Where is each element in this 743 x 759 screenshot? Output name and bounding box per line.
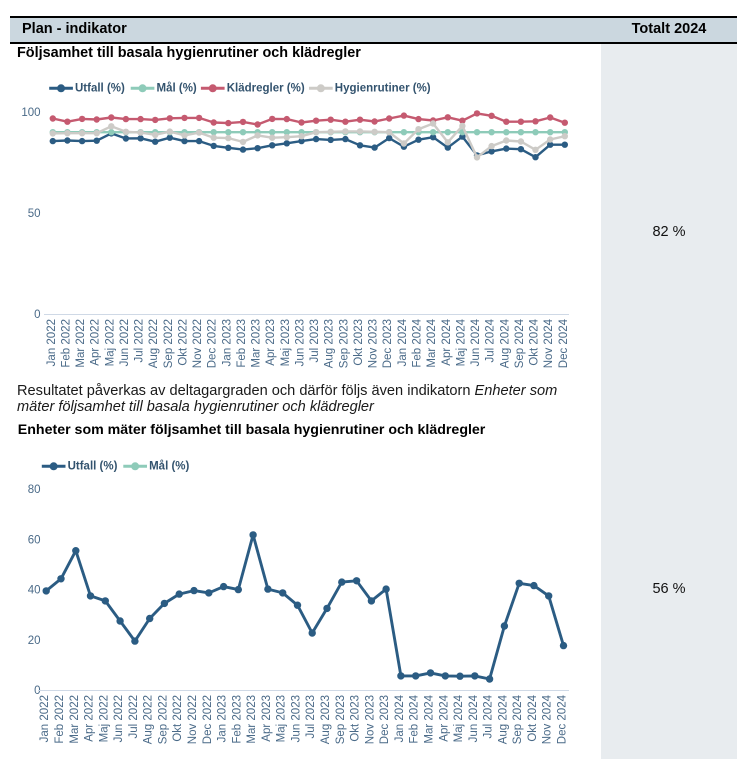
svg-text:Okt 2022: Okt 2022 xyxy=(178,319,190,366)
svg-text:Dec 2024: Dec 2024 xyxy=(557,694,569,744)
svg-text:Jan 2022: Jan 2022 xyxy=(39,695,51,742)
svg-text:Jan 2024: Jan 2024 xyxy=(397,318,409,366)
svg-text:Jun 2022: Jun 2022 xyxy=(119,319,131,366)
svg-text:Dec 2024: Dec 2024 xyxy=(558,318,570,368)
svg-text:Apr 2023: Apr 2023 xyxy=(265,319,277,366)
svg-text:80: 80 xyxy=(28,484,41,496)
svg-text:Mar 2024: Mar 2024 xyxy=(426,318,438,367)
svg-text:Utfall (%): Utfall (%) xyxy=(75,83,125,95)
svg-text:Sep 2024: Sep 2024 xyxy=(514,318,526,368)
svg-text:Okt 2023: Okt 2023 xyxy=(353,319,365,366)
svg-text:Nov 2023: Nov 2023 xyxy=(364,695,376,744)
svg-text:Jul 2023: Jul 2023 xyxy=(305,695,317,738)
svg-text:Sep 2023: Sep 2023 xyxy=(335,695,347,744)
svg-text:Sep 2022: Sep 2022 xyxy=(157,695,169,744)
svg-text:Maj 2022: Maj 2022 xyxy=(104,319,116,366)
svg-text:Mar 2024: Mar 2024 xyxy=(424,694,436,743)
svg-text:Dec 2023: Dec 2023 xyxy=(379,695,391,744)
svg-text:Okt 2024: Okt 2024 xyxy=(527,694,539,741)
svg-text:Jun 2022: Jun 2022 xyxy=(113,695,125,742)
svg-text:Klädregler (%): Klädregler (%) xyxy=(227,83,305,95)
svg-text:0: 0 xyxy=(34,685,40,697)
svg-text:Mål (%): Mål (%) xyxy=(149,461,189,473)
svg-text:Nov 2022: Nov 2022 xyxy=(187,695,199,744)
svg-text:Dec 2023: Dec 2023 xyxy=(382,319,394,368)
svg-text:Maj 2023: Maj 2023 xyxy=(280,319,292,366)
svg-text:0: 0 xyxy=(34,309,40,321)
svg-text:Sep 2022: Sep 2022 xyxy=(163,319,175,368)
svg-text:Aug 2022: Aug 2022 xyxy=(148,319,160,368)
svg-text:Mål (%): Mål (%) xyxy=(157,83,197,95)
svg-text:Mar 2023: Mar 2023 xyxy=(251,319,263,368)
svg-text:Sep 2023: Sep 2023 xyxy=(338,319,350,368)
svg-text:Sep 2024: Sep 2024 xyxy=(512,694,524,744)
svg-text:Feb 2023: Feb 2023 xyxy=(236,319,248,368)
svg-text:Okt 2024: Okt 2024 xyxy=(529,318,541,365)
svg-text:Feb 2022: Feb 2022 xyxy=(54,695,66,744)
svg-text:Jan 2023: Jan 2023 xyxy=(221,319,233,366)
svg-text:Maj 2023: Maj 2023 xyxy=(276,695,288,742)
svg-text:Apr 2024: Apr 2024 xyxy=(441,318,453,365)
svg-text:Jan 2022: Jan 2022 xyxy=(46,319,58,366)
svg-text:Jan 2024: Jan 2024 xyxy=(394,694,406,742)
svg-text:Feb 2024: Feb 2024 xyxy=(412,318,424,367)
svg-text:Apr 2023: Apr 2023 xyxy=(261,695,273,742)
svg-text:Nov 2023: Nov 2023 xyxy=(368,319,380,368)
svg-text:50: 50 xyxy=(28,208,41,220)
svg-text:Feb 2022: Feb 2022 xyxy=(60,319,72,368)
svg-text:Nov 2024: Nov 2024 xyxy=(543,318,555,368)
svg-text:Jul 2024: Jul 2024 xyxy=(485,318,497,362)
svg-text:Jun 2023: Jun 2023 xyxy=(295,319,307,366)
svg-text:Mar 2022: Mar 2022 xyxy=(75,319,87,368)
svg-text:60: 60 xyxy=(28,534,41,546)
svg-text:Hygienrutiner (%): Hygienrutiner (%) xyxy=(335,83,431,95)
svg-text:Aug 2024: Aug 2024 xyxy=(499,318,511,368)
svg-text:Dec 2022: Dec 2022 xyxy=(207,319,219,368)
svg-text:100: 100 xyxy=(21,107,40,119)
svg-text:40: 40 xyxy=(28,585,41,597)
svg-text:Jul 2022: Jul 2022 xyxy=(128,695,140,738)
svg-text:Apr 2022: Apr 2022 xyxy=(84,695,96,742)
svg-text:Nov 2024: Nov 2024 xyxy=(542,694,554,744)
svg-text:Dec 2022: Dec 2022 xyxy=(202,695,214,744)
svg-text:Jun 2023: Jun 2023 xyxy=(291,695,303,742)
svg-text:Okt 2022: Okt 2022 xyxy=(172,695,184,742)
svg-text:Jul 2023: Jul 2023 xyxy=(309,319,321,362)
svg-text:Apr 2024: Apr 2024 xyxy=(438,694,450,741)
svg-text:Nov 2022: Nov 2022 xyxy=(192,319,204,368)
svg-text:Jun 2024: Jun 2024 xyxy=(470,318,482,366)
svg-text:Aug 2024: Aug 2024 xyxy=(497,694,509,744)
svg-text:Maj 2024: Maj 2024 xyxy=(453,694,465,742)
svg-text:Apr 2022: Apr 2022 xyxy=(90,319,102,366)
svg-text:Maj 2024: Maj 2024 xyxy=(455,318,467,366)
svg-text:Mar 2023: Mar 2023 xyxy=(246,695,258,744)
svg-text:Jul 2024: Jul 2024 xyxy=(483,694,495,738)
svg-text:Maj 2022: Maj 2022 xyxy=(98,695,110,742)
svg-text:Feb 2024: Feb 2024 xyxy=(409,694,421,743)
svg-text:Feb 2023: Feb 2023 xyxy=(231,695,243,744)
svg-text:Aug 2023: Aug 2023 xyxy=(320,695,332,744)
svg-text:Okt 2023: Okt 2023 xyxy=(350,695,362,742)
svg-text:Utfall (%): Utfall (%) xyxy=(68,461,118,473)
svg-text:20: 20 xyxy=(28,635,41,647)
svg-text:Jun 2024: Jun 2024 xyxy=(468,694,480,742)
svg-text:Jul 2022: Jul 2022 xyxy=(134,319,146,362)
svg-text:Aug 2022: Aug 2022 xyxy=(143,695,155,744)
svg-text:Jan 2023: Jan 2023 xyxy=(217,695,229,742)
svg-text:Aug 2023: Aug 2023 xyxy=(324,319,336,368)
svg-text:Mar 2022: Mar 2022 xyxy=(69,695,81,744)
